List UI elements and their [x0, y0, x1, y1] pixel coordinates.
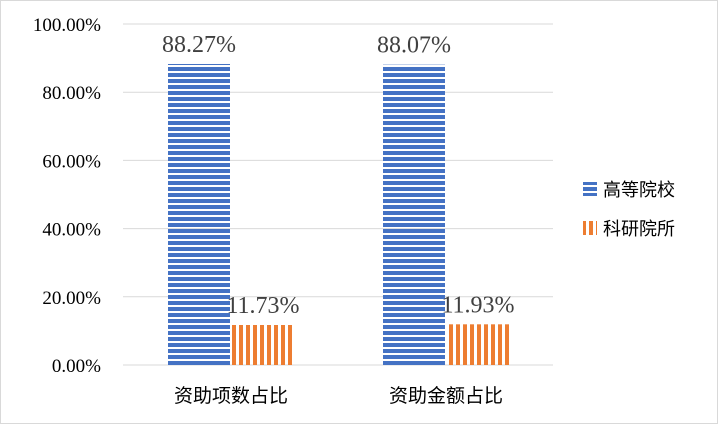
- y-tick-label: 40.00%: [42, 220, 101, 241]
- y-tick-label: 0.00%: [52, 356, 101, 377]
- data-label: 88.27%: [162, 32, 236, 58]
- data-label: 88.07%: [377, 33, 451, 59]
- y-tick-label: 100.00%: [33, 15, 101, 36]
- y-tick-label: 60.00%: [42, 151, 101, 172]
- data-label: 11.93%: [441, 292, 514, 318]
- data-label: 11.73%: [226, 293, 299, 319]
- legend-swatch: [583, 221, 597, 235]
- category-label: 资助项数占比: [174, 385, 288, 407]
- bar-1-1: [168, 63, 230, 365]
- legend-label: 科研院所: [603, 219, 675, 240]
- bar-2-1: [232, 325, 294, 365]
- bar-2-2: [447, 324, 509, 365]
- data-labels: 88.27% 11.73% 88.07% 11.93%: [162, 32, 515, 319]
- bars: [168, 63, 509, 365]
- y-tick-label: 80.00%: [42, 83, 101, 104]
- y-axis: 0.00% 20.00% 40.00% 60.00% 80.00% 100.00%: [33, 15, 101, 377]
- bar-1-2: [383, 64, 445, 365]
- category-label: 资助金额占比: [389, 385, 503, 407]
- x-axis: 资助项数占比 资助金额占比: [174, 385, 503, 407]
- legend-swatch: [583, 182, 597, 196]
- y-tick-label: 20.00%: [42, 288, 101, 309]
- legend-label: 高等院校: [603, 180, 675, 201]
